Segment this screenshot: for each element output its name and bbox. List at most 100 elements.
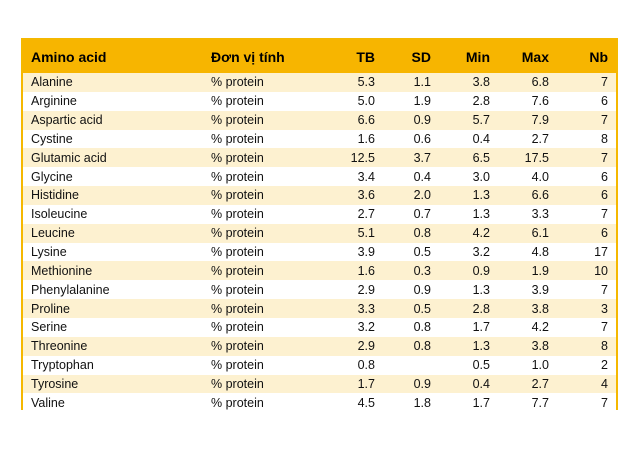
amino-acid-cell: Glycine: [31, 169, 73, 184]
max-cell: 1.9: [531, 263, 549, 278]
max-cell: 7.6: [531, 94, 549, 109]
max-cell: 7.9: [531, 113, 549, 128]
max-cell: 17.5: [524, 150, 549, 165]
sd-cell: 1.9: [413, 94, 431, 109]
tb-cell: 5.1: [357, 226, 375, 241]
nb-cell: 6: [601, 169, 608, 184]
unit-cell: % protein: [211, 339, 264, 354]
table-row: Glutamic acid % protein 12.5 3.7 6.5 17.5 7: [23, 148, 616, 168]
unit-cell: % protein: [211, 376, 264, 391]
nb-cell: 6: [601, 188, 608, 203]
sd-cell: 1.1: [413, 75, 431, 90]
min-cell: 0.4: [472, 376, 490, 391]
max-cell: 3.8: [531, 339, 549, 354]
table-row: Glycine % protein 3.4 0.4 3.0 4.0 6: [23, 167, 616, 187]
tb-cell: 1.6: [357, 131, 375, 146]
header-nb: Nb: [589, 48, 608, 65]
amino-acid-cell: Histidine: [31, 188, 79, 203]
sd-cell: 0.6: [413, 131, 431, 146]
header-amino-acid: Amino acid: [31, 48, 107, 65]
max-cell: 4.0: [531, 169, 549, 184]
sd-cell: 0.5: [413, 245, 431, 260]
amino-acid-cell: Glutamic acid: [31, 150, 107, 165]
min-cell: 1.3: [472, 282, 490, 297]
sd-cell: 0.9: [413, 376, 431, 391]
nb-cell: 8: [601, 339, 608, 354]
table-row: Serine % protein 3.2 0.8 1.7 4.2 7: [23, 317, 616, 337]
max-cell: 1.0: [531, 358, 549, 373]
sd-cell: 0.4: [413, 169, 431, 184]
amino-acid-cell: Cystine: [31, 131, 73, 146]
tb-cell: 0.8: [357, 358, 375, 373]
table-row: Arginine % protein 5.0 1.9 2.8 7.6 6: [23, 91, 616, 111]
tb-cell: 4.5: [357, 395, 375, 410]
max-cell: 6.1: [531, 226, 549, 241]
sd-cell: 0.9: [413, 282, 431, 297]
amino-acid-cell: Leucine: [31, 226, 75, 241]
nb-cell: 8: [601, 131, 608, 146]
tb-cell: 2.9: [357, 282, 375, 297]
unit-cell: % protein: [211, 75, 264, 90]
nb-cell: 4: [601, 376, 608, 391]
amino-acid-cell: Valine: [31, 395, 65, 410]
unit-cell: % protein: [211, 263, 264, 278]
sd-cell: 0.7: [413, 207, 431, 222]
unit-cell: % protein: [211, 320, 264, 335]
min-cell: 1.3: [472, 207, 490, 222]
amino-acid-cell: Proline: [31, 301, 70, 316]
amino-acid-table-frame: Amino acid Đơn vị tính TB SD Min Max Nb …: [21, 38, 618, 413]
min-cell: 1.7: [472, 395, 490, 410]
table-row: Isoleucine % protein 2.7 0.7 1.3 3.3 7: [23, 204, 616, 224]
unit-cell: % protein: [211, 245, 264, 260]
tb-cell: 3.6: [357, 188, 375, 203]
max-cell: 2.7: [531, 376, 549, 391]
table-row: Alanine % protein 5.3 1.1 3.8 6.8 7: [23, 73, 616, 92]
min-cell: 3.0: [472, 169, 490, 184]
min-cell: 6.5: [472, 150, 490, 165]
table-row: Methionine % protein 1.6 0.3 0.9 1.9 10: [23, 261, 616, 281]
table-row: Leucine % protein 5.1 0.8 4.2 6.1 6: [23, 223, 616, 243]
tb-cell: 1.6: [357, 263, 375, 278]
max-cell: 6.8: [531, 75, 549, 90]
max-cell: 7.7: [531, 395, 549, 410]
sd-cell: 0.3: [413, 263, 431, 278]
tb-cell: 2.7: [357, 207, 375, 222]
unit-cell: % protein: [211, 207, 264, 222]
nb-cell: 7: [601, 150, 608, 165]
max-cell: 3.8: [531, 301, 549, 316]
max-cell: 4.8: [531, 245, 549, 260]
tb-cell: 3.9: [357, 245, 375, 260]
max-cell: 2.7: [531, 131, 549, 146]
tb-cell: 1.7: [357, 376, 375, 391]
sd-cell: [375, 356, 431, 375]
amino-acid-cell: Lysine: [31, 245, 67, 260]
min-cell: 0.9: [472, 263, 490, 278]
nb-cell: 7: [601, 320, 608, 335]
unit-cell: % protein: [211, 169, 264, 184]
nb-cell: 7: [601, 207, 608, 222]
unit-cell: % protein: [211, 358, 264, 373]
amino-acid-cell: Methionine: [31, 263, 93, 278]
nb-cell: 17: [594, 245, 608, 260]
table-body: Alanine % protein 5.3 1.1 3.8 6.8 7 Arginine % p…: [23, 73, 616, 413]
header-sd: SD: [411, 48, 431, 65]
table-row: Proline % protein 3.3 0.5 2.8 3.8 3: [23, 299, 616, 318]
sd-cell: 1.8: [413, 395, 431, 410]
nb-cell: 7: [601, 75, 608, 90]
tb-cell: 3.3: [357, 301, 375, 316]
amino-acid-cell: Aspartic acid: [31, 113, 103, 128]
amino-acid-cell: Alanine: [31, 75, 73, 90]
tb-cell: 5.3: [357, 75, 375, 90]
amino-acid-table: Amino acid Đơn vị tính TB SD Min Max Nb …: [23, 40, 616, 413]
max-cell: 3.9: [531, 282, 549, 297]
table-row: Aspartic acid % protein 6.6 0.9 5.7 7.9 7: [23, 110, 616, 130]
table-row: Threonine % protein 2.9 0.8 1.3 3.8 8: [23, 336, 616, 356]
sd-cell: 0.8: [413, 226, 431, 241]
unit-cell: % protein: [211, 395, 264, 410]
table-row: Tyrosine % protein 1.7 0.9 0.4 2.7 4: [23, 374, 616, 394]
sd-cell: 0.8: [413, 320, 431, 335]
unit-cell: % protein: [211, 150, 264, 165]
nb-cell: 7: [601, 395, 608, 410]
min-cell: 1.3: [472, 339, 490, 354]
header-min: Min: [465, 48, 490, 65]
